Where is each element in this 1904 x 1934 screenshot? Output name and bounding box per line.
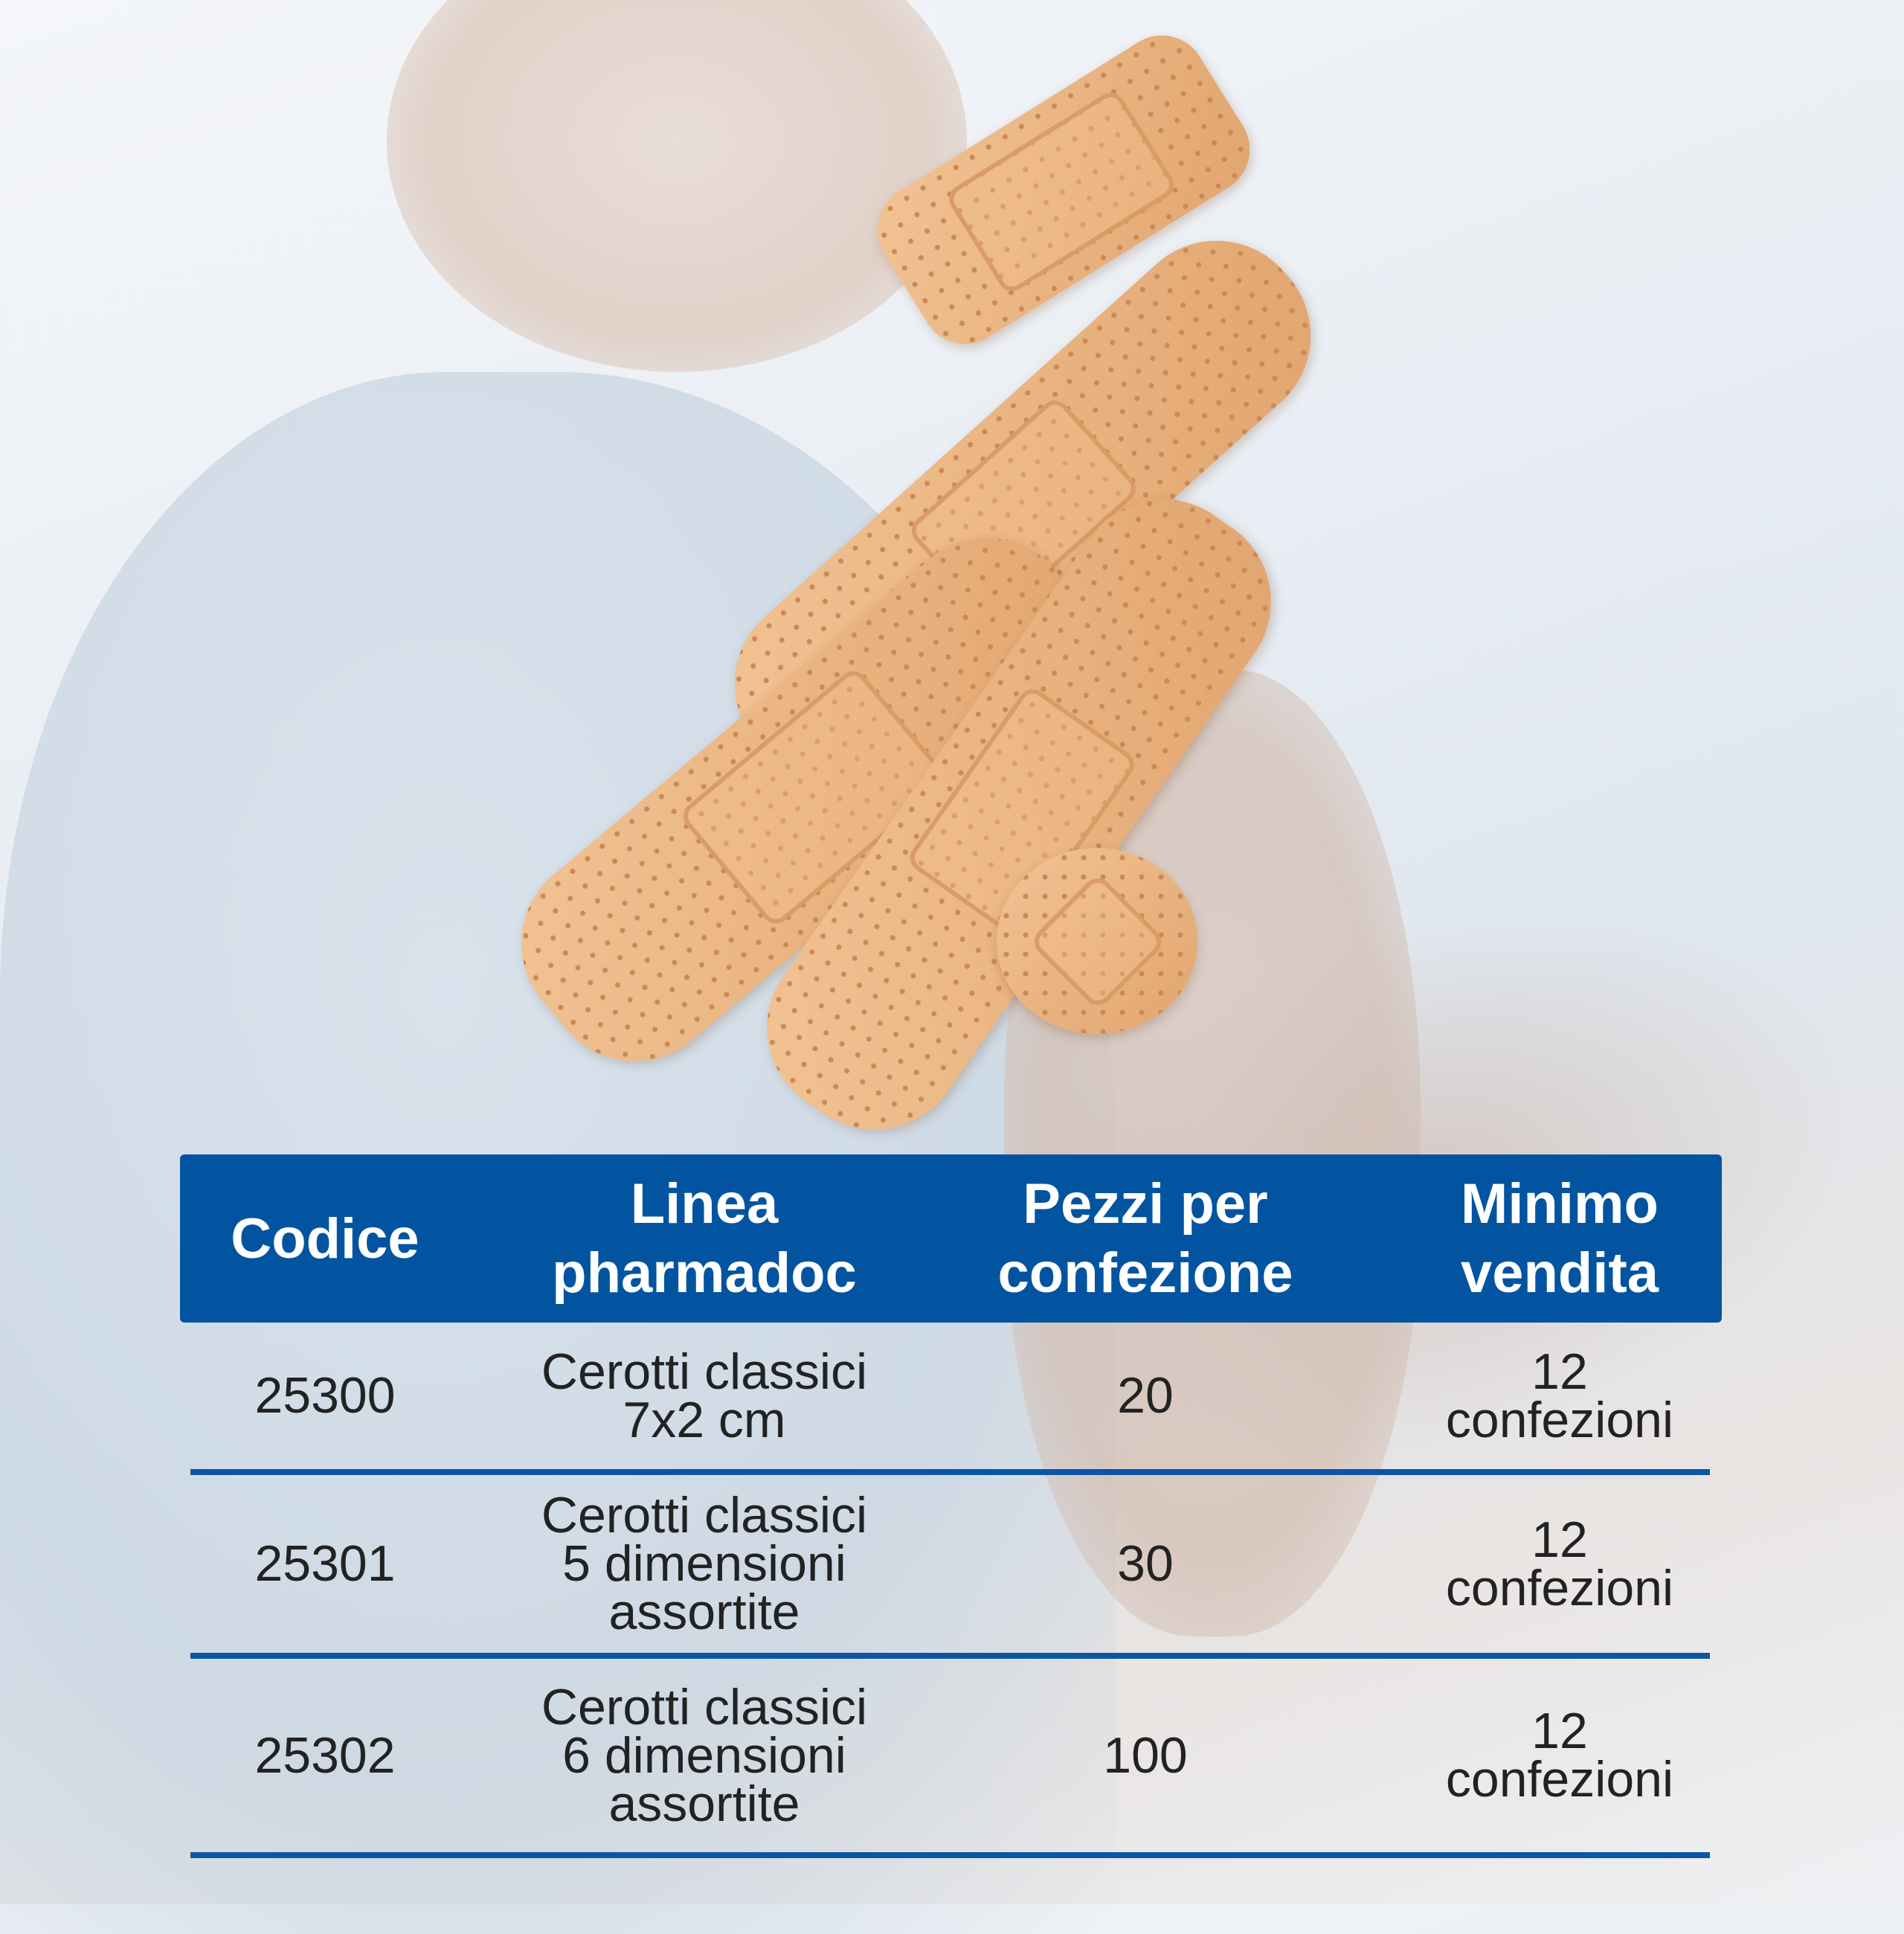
cell-codice: 25301 xyxy=(254,1535,396,1592)
header-codice: Codice xyxy=(231,1207,419,1270)
cell-codice: 25302 xyxy=(254,1726,396,1784)
table-row: 25300 Cerotti classici 7x2 cm 20 12 conf… xyxy=(190,1323,1710,1475)
cell-minimo: 12 confezioni xyxy=(1445,1343,1674,1448)
cell-pezzi: 30 xyxy=(1117,1535,1174,1592)
header-pezzi: Pezzi per confezione xyxy=(997,1172,1293,1305)
table-row: 25301 Cerotti classici 5 dimensioni asso… xyxy=(190,1475,1710,1659)
face-shape xyxy=(387,0,967,372)
header-minimo: Minimo vendita xyxy=(1460,1172,1659,1305)
cell-pezzi: 20 xyxy=(1117,1367,1174,1424)
cell-minimo: 12 confezioni xyxy=(1445,1703,1674,1808)
product-table: Codice Linea pharmadoc Pezzi per confezi… xyxy=(180,1154,1722,1858)
plaster-round xyxy=(997,848,1197,1034)
cell-linea: Cerotti classici 7x2 cm xyxy=(541,1343,868,1448)
cell-linea: Cerotti classici 5 dimensioni assortite xyxy=(541,1487,868,1640)
header-linea: Linea pharmadoc xyxy=(552,1172,857,1305)
table-row: 25302 Cerotti classici 6 dimensioni asso… xyxy=(190,1659,1710,1858)
cell-pezzi: 100 xyxy=(1103,1726,1188,1784)
table-header: Codice Linea pharmadoc Pezzi per confezi… xyxy=(180,1154,1722,1323)
cell-linea: Cerotti classici 6 dimensioni assortite xyxy=(541,1678,868,1832)
cell-codice: 25300 xyxy=(254,1367,396,1424)
cell-minimo: 12 confezioni xyxy=(1445,1511,1674,1616)
